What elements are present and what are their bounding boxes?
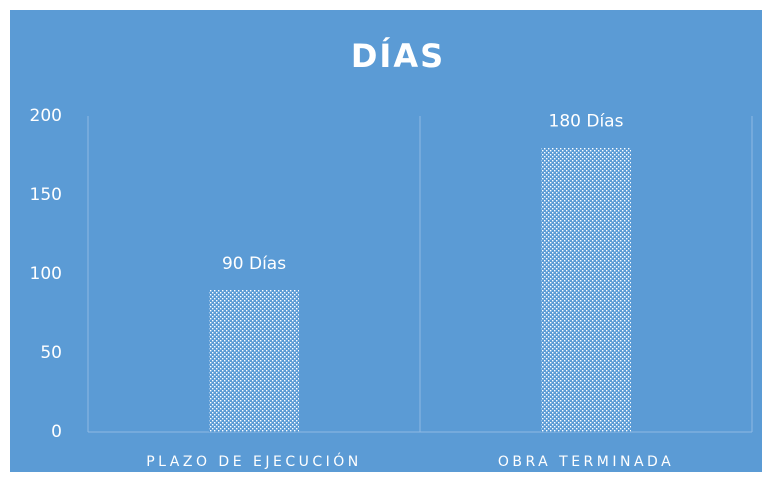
y-tick-label: 50 bbox=[40, 343, 62, 363]
chart-background bbox=[10, 10, 762, 472]
y-tick-label: 100 bbox=[30, 264, 62, 284]
chart-title: DÍAS bbox=[351, 37, 445, 75]
data-label: 90 Días bbox=[222, 254, 286, 274]
bar bbox=[541, 147, 631, 432]
x-tick-label: OBRA TERMINADA bbox=[498, 454, 674, 470]
bar bbox=[209, 289, 299, 432]
y-tick-label: 200 bbox=[30, 106, 62, 126]
data-label: 180 Días bbox=[549, 112, 624, 132]
y-tick-label: 150 bbox=[30, 185, 62, 205]
x-tick-label: PLAZO DE EJECUCIÓN bbox=[146, 452, 362, 470]
y-tick-label: 0 bbox=[51, 422, 62, 442]
